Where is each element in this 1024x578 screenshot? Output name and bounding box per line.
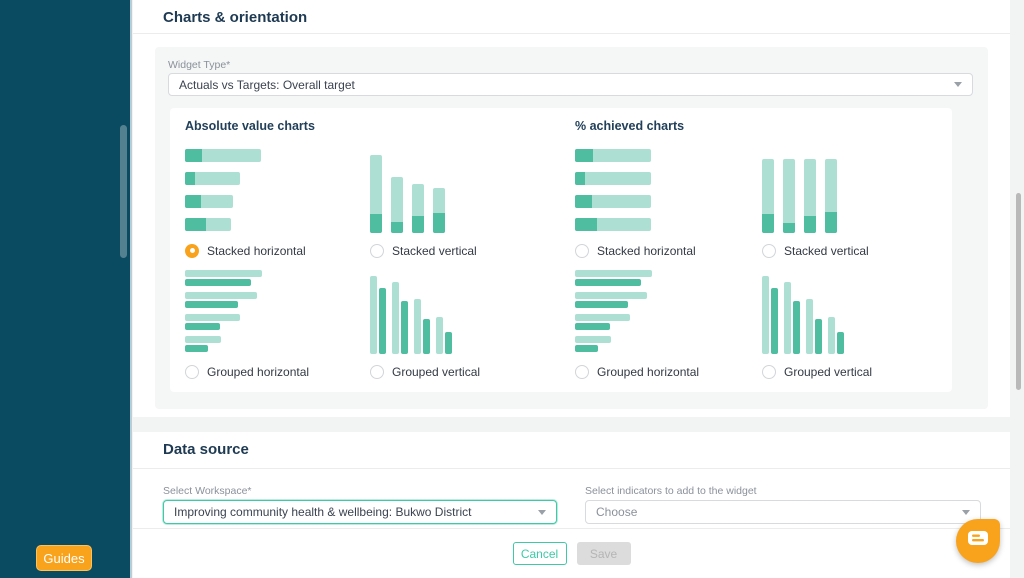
chart-option-label: Stacked vertical (392, 243, 477, 258)
sidebar-edge-divider (130, 0, 132, 578)
chart-option-percent-grouped-vertical[interactable]: Grouped vertical (762, 270, 952, 379)
chevron-down-icon (954, 82, 962, 87)
chart-option-label: Grouped vertical (392, 364, 481, 379)
radio-button[interactable] (185, 243, 199, 258)
sidebar: Guides (0, 0, 130, 578)
absolute-charts-heading: Absolute value charts (185, 119, 315, 133)
indicators-select[interactable]: Choose (585, 500, 981, 524)
chart-option-absolute-grouped-vertical[interactable]: Grouped vertical (370, 270, 575, 379)
select-workspace-label: Select Workspace* (163, 485, 252, 497)
chart-option-absolute-grouped-horizontal[interactable]: Grouped horizontal (185, 270, 370, 379)
chart-option-absolute-stacked-vertical[interactable]: Stacked vertical (370, 149, 575, 258)
workspace-select-value: Improving community health & wellbeing: … (174, 505, 472, 519)
grouped-vertical-chart-thumbnail (370, 270, 575, 354)
select-indicators-label: Select indicators to add to the widget (585, 485, 757, 497)
radio-button[interactable] (762, 243, 776, 258)
radio-button[interactable] (575, 364, 589, 379)
radio-button[interactable] (575, 243, 589, 258)
grouped-horizontal-chart-thumbnail (575, 270, 762, 354)
grouped-vertical-chart-thumbnail (762, 270, 952, 354)
stacked-vertical-chart-thumbnail (762, 149, 952, 233)
radio-button[interactable] (762, 364, 776, 379)
data-source-card: Data source Select Workspace* Improving … (133, 432, 1010, 578)
chart-option-percent-stacked-vertical[interactable]: Stacked vertical (762, 149, 952, 258)
footer-actions: Cancel Save (133, 542, 1010, 565)
widget-type-label: Widget Type* (168, 59, 231, 71)
chevron-down-icon (962, 509, 970, 515)
charts-section-title: Charts & orientation (163, 9, 308, 26)
chevron-down-icon (538, 509, 546, 515)
percent-charts-heading: % achieved charts (575, 119, 685, 133)
workspace-select[interactable]: Improving community health & wellbeing: … (163, 500, 557, 524)
divider (133, 528, 1010, 529)
radio-button[interactable] (370, 243, 384, 258)
charts-orientation-card: Charts & orientation Widget Type* Actual… (133, 0, 1010, 417)
save-button[interactable]: Save (576, 542, 631, 565)
widget-type-value: Actuals vs Targets: Overall target (179, 77, 355, 92)
radio-button[interactable] (185, 364, 199, 379)
indicators-select-placeholder: Choose (596, 505, 638, 519)
chat-bubble-icon (968, 531, 988, 551)
divider (133, 468, 1010, 469)
chart-options-panel: Absolute value charts % achieved charts … (170, 108, 952, 392)
widget-config-panel: Widget Type* Actuals vs Targets: Overall… (155, 47, 988, 409)
divider (133, 33, 1010, 34)
chart-option-label: Grouped horizontal (597, 364, 700, 379)
page-scrollbar-thumb[interactable] (1016, 193, 1021, 390)
chart-option-absolute-stacked-horizontal[interactable]: Stacked horizontal (185, 149, 370, 258)
stacked-vertical-chart-thumbnail (370, 149, 575, 233)
widget-type-select[interactable]: Actuals vs Targets: Overall target (168, 73, 973, 96)
chart-option-percent-stacked-horizontal[interactable]: Stacked horizontal (575, 149, 762, 258)
chart-option-label: Grouped horizontal (207, 364, 310, 379)
chart-option-label: Stacked vertical (784, 243, 869, 258)
chart-option-label: Stacked horizontal (597, 243, 696, 258)
guides-button[interactable]: Guides (36, 545, 92, 571)
radio-button[interactable] (370, 364, 384, 379)
stacked-horizontal-chart-thumbnail (185, 149, 370, 233)
chart-option-label: Grouped vertical (784, 364, 873, 379)
grouped-horizontal-chart-thumbnail (185, 270, 370, 354)
sidebar-scrollbar-thumb[interactable] (120, 125, 127, 258)
cancel-button[interactable]: Cancel (512, 542, 567, 565)
chat-launcher-button[interactable] (956, 519, 1000, 563)
stacked-horizontal-chart-thumbnail (575, 149, 762, 233)
data-source-title: Data source (163, 441, 249, 458)
chart-option-label: Stacked horizontal (207, 243, 306, 258)
chart-option-percent-grouped-horizontal[interactable]: Grouped horizontal (575, 270, 762, 379)
